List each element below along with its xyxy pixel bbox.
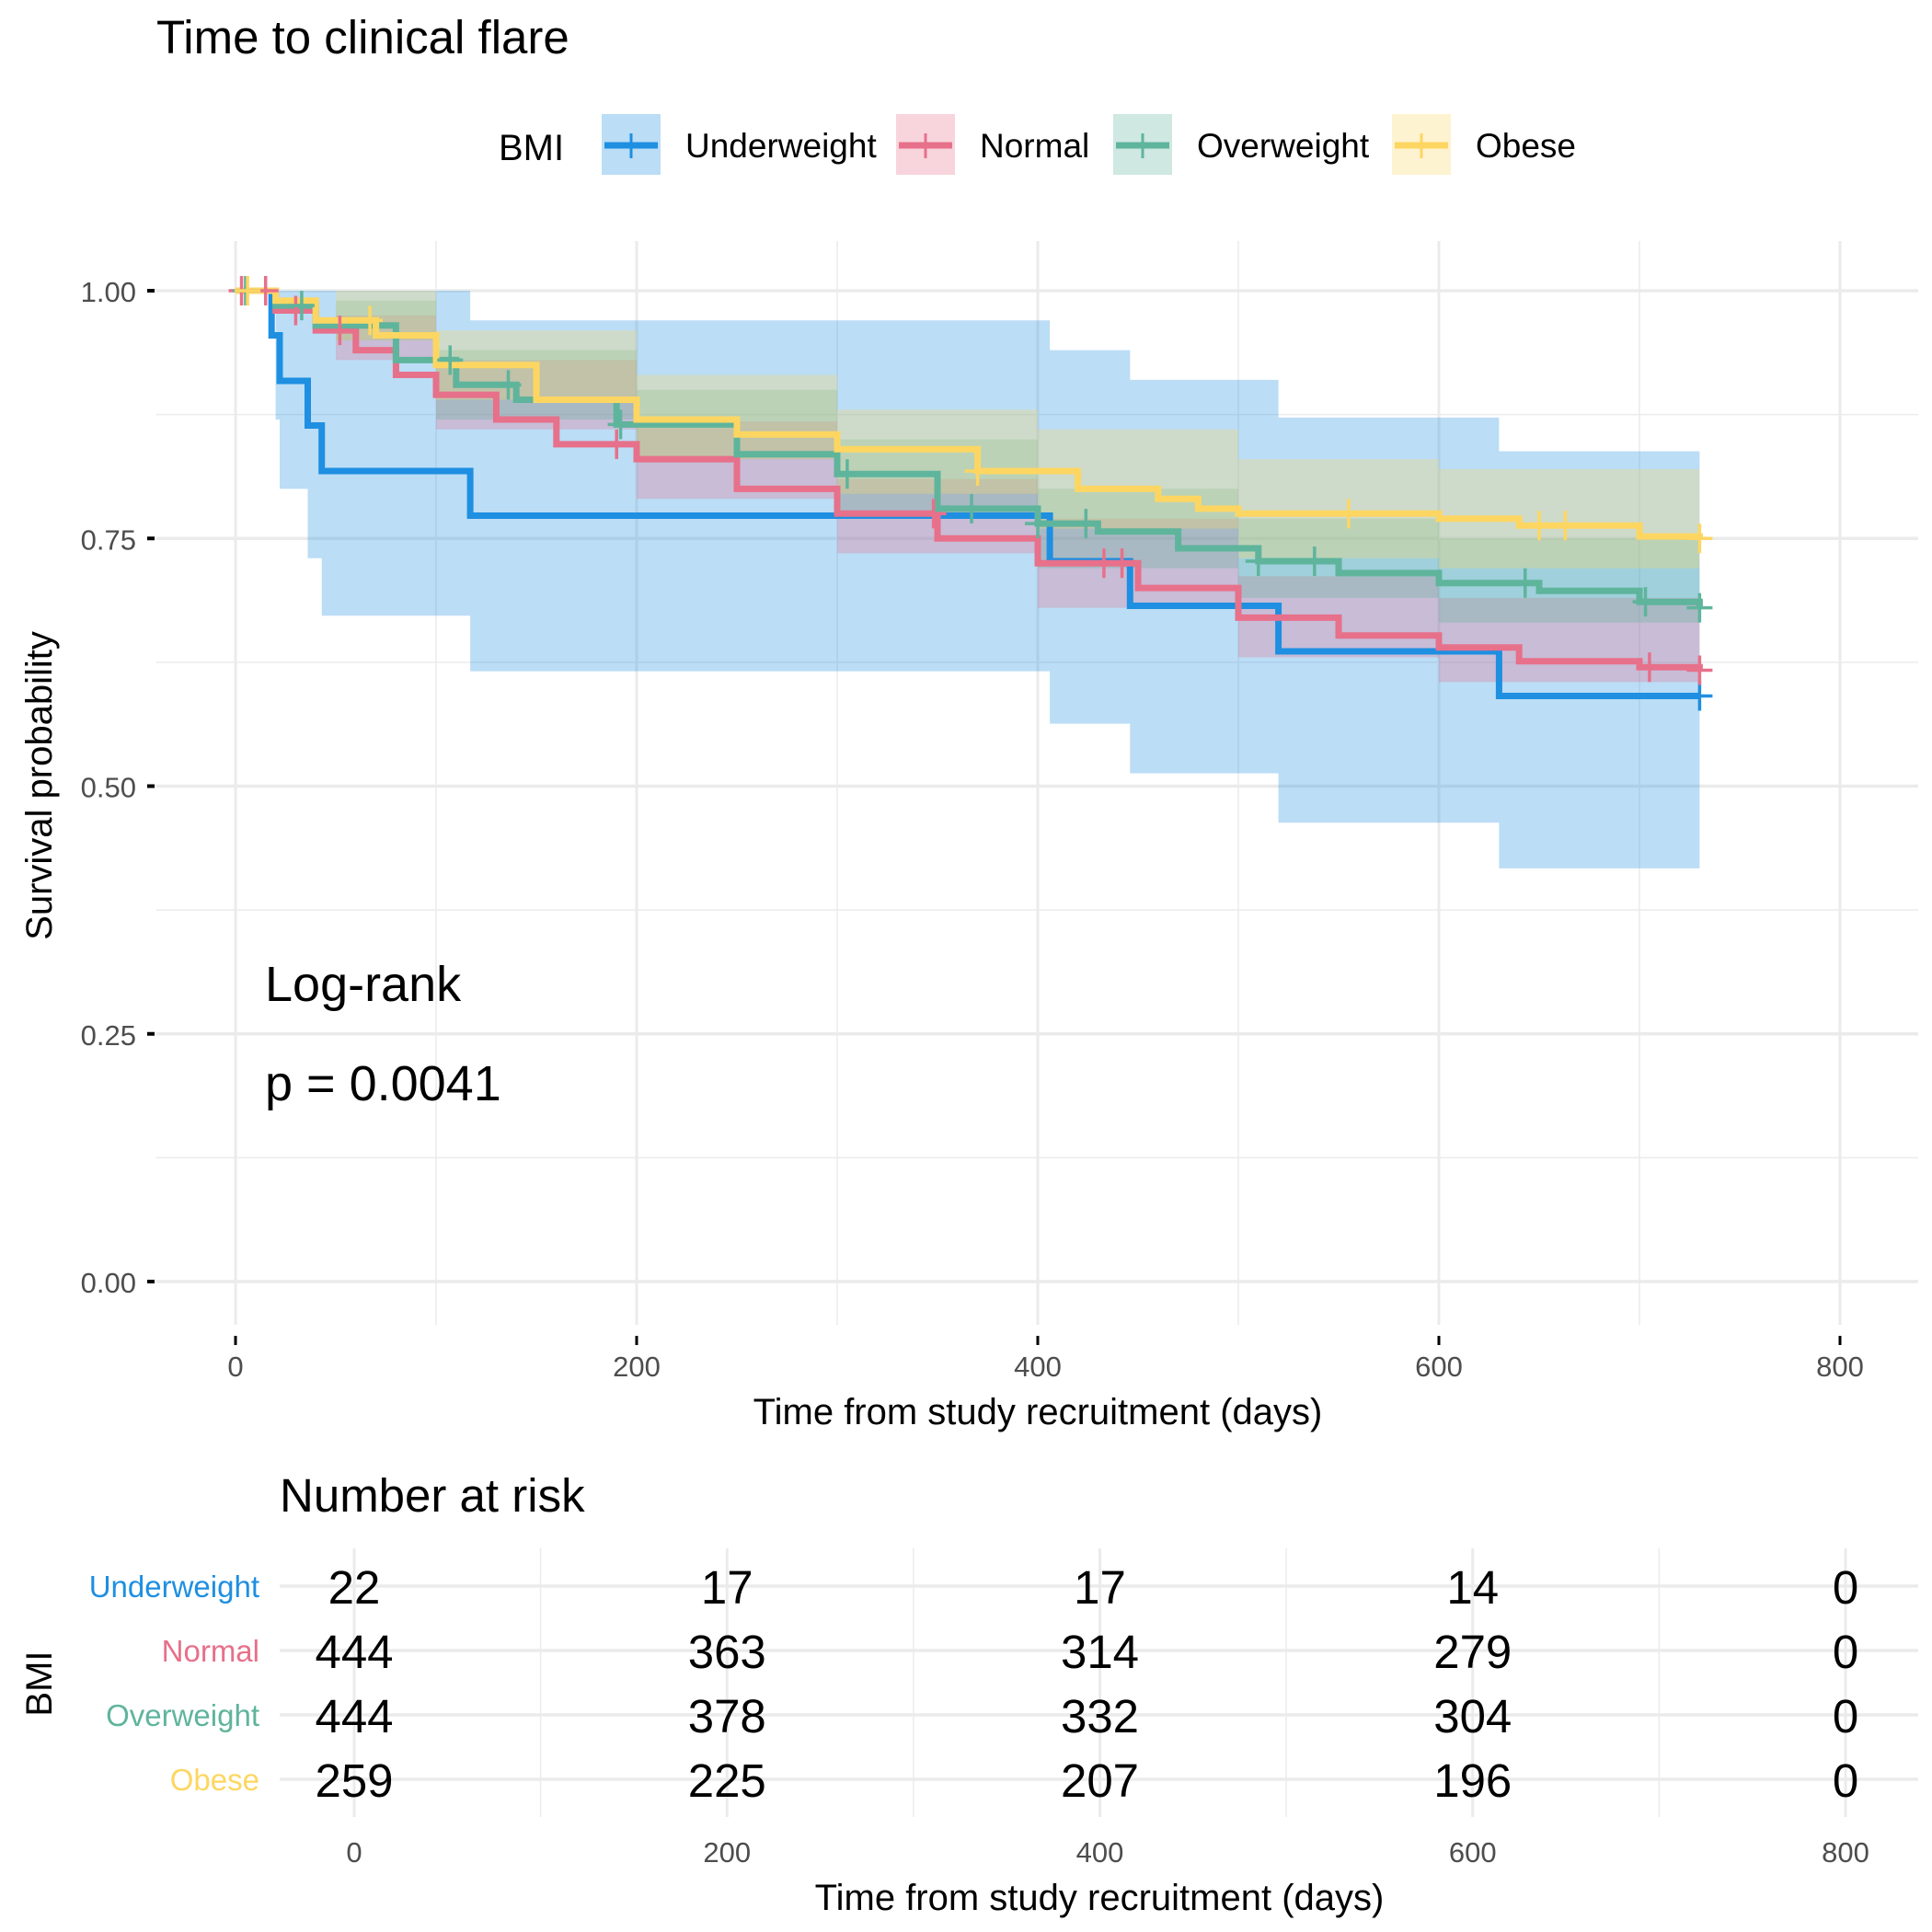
- axes: 0.00 0.25 0.50 0.75 1.00 0 200 400 600 800: [81, 276, 1864, 1383]
- y-tick-label: 0.00: [81, 1267, 136, 1299]
- censor-mark-obese: [357, 305, 384, 336]
- x-tick-label: 0: [227, 1351, 243, 1383]
- risk-value: 0: [1833, 1626, 1858, 1678]
- y-axis-label: Survival probability: [19, 631, 60, 940]
- censor-mark-overweight: [288, 291, 315, 321]
- survival-curve-normal: [236, 287, 1703, 671]
- censor-mark-normal: [920, 499, 947, 529]
- risk-x-tick-label: 0: [346, 1836, 362, 1869]
- risk-table-ylabel: BMI: [19, 1650, 60, 1716]
- risk-x-tick-label: 600: [1449, 1836, 1497, 1869]
- risk-row-label: Overweight: [106, 1698, 259, 1732]
- risk-value: 14: [1446, 1561, 1499, 1614]
- y-tick-label: 0.25: [81, 1019, 136, 1052]
- x-axis-label: Time from study recruitment (days): [753, 1392, 1323, 1432]
- risk-value: 444: [315, 1690, 393, 1742]
- risk-value: 17: [1074, 1561, 1126, 1614]
- censor-mark-overweight: [437, 345, 464, 375]
- risk-value: 314: [1061, 1626, 1139, 1678]
- risk-table-title: Number at risk: [280, 1469, 585, 1522]
- legend-label: Overweight: [1197, 127, 1370, 165]
- risk-value: 22: [328, 1561, 381, 1614]
- risk-value: 0: [1833, 1754, 1858, 1807]
- censor-mark-obese: [1526, 511, 1552, 541]
- risk-value: 0: [1833, 1561, 1858, 1614]
- risk-table-xlabel: Time from study recruitment (days): [815, 1878, 1385, 1918]
- censor-mark-overweight: [834, 459, 860, 489]
- risk-value: 378: [688, 1690, 766, 1742]
- risk-value: 304: [1433, 1690, 1512, 1742]
- risk-value: 259: [315, 1754, 393, 1807]
- legend-item-normal: Normal: [896, 114, 1089, 175]
- survival-curve-underweight: [236, 287, 1700, 699]
- censor-mark-underweight: [1686, 681, 1713, 711]
- risk-table: Number at risk BMI Time from study recru…: [19, 1469, 1918, 1918]
- risk-value: 363: [688, 1626, 766, 1678]
- censor-mark-overweight: [1025, 509, 1051, 539]
- censor-mark-overweight: [1301, 546, 1328, 577]
- y-tick-label: 1.00: [81, 276, 136, 308]
- survival-curve-overweight: [236, 287, 1703, 608]
- logrank-label: Log-rank: [265, 957, 462, 1012]
- legend-item-underweight: Underweight: [602, 114, 877, 175]
- censor-mark-normal: [1686, 655, 1713, 685]
- censor-mark-obese: [1686, 523, 1713, 554]
- censor-mark-overweight: [495, 370, 522, 400]
- censor-mark-obese: [964, 456, 991, 487]
- legend: BMI Underweight Normal Overweight Obese: [499, 114, 1576, 175]
- risk-x-tick-label: 400: [1076, 1836, 1124, 1869]
- censor-mark-overweight: [1686, 592, 1713, 623]
- risk-x-tick-label: 800: [1822, 1836, 1869, 1869]
- censor-mark-obese: [1335, 499, 1362, 529]
- censor-mark-overweight: [1073, 509, 1099, 539]
- risk-value: 225: [688, 1754, 766, 1807]
- risk-row-label: Obese: [170, 1763, 259, 1797]
- censor-mark-normal: [327, 316, 353, 346]
- censor-mark-normal: [282, 295, 309, 326]
- risk-value: 332: [1061, 1690, 1139, 1742]
- risk-row-label: Normal: [162, 1634, 259, 1668]
- risk-value: 207: [1061, 1754, 1139, 1807]
- censor-mark-normal: [1109, 548, 1135, 579]
- censor-mark-obese: [235, 276, 261, 305]
- censor-mark-normal: [604, 429, 630, 459]
- x-tick-label: 800: [1816, 1351, 1864, 1383]
- x-tick-label: 400: [1014, 1351, 1062, 1383]
- risk-row-label: Underweight: [89, 1570, 259, 1604]
- y-tick-label: 0.50: [81, 772, 136, 804]
- legend-item-obese: Obese: [1392, 114, 1576, 175]
- legend-label: Underweight: [685, 127, 877, 165]
- ci-band-underweight: [236, 291, 1700, 868]
- censor-mark-overweight: [959, 493, 985, 523]
- censor-mark-overweight: [1512, 568, 1538, 598]
- ci-band-normal: [236, 291, 1700, 712]
- censor-marks: [228, 276, 1713, 711]
- y-tick-label: 0.75: [81, 523, 136, 556]
- chart-title: Time to clinical flare: [156, 11, 569, 63]
- risk-value: 444: [315, 1626, 393, 1678]
- legend-label: Normal: [980, 127, 1089, 165]
- censor-mark-obese: [1552, 511, 1579, 541]
- risk-value: 279: [1433, 1626, 1512, 1678]
- legend-item-overweight: Overweight: [1113, 114, 1370, 175]
- risk-value: 0: [1833, 1690, 1858, 1742]
- p-value: p = 0.0041: [265, 1056, 501, 1111]
- legend-title: BMI: [499, 128, 564, 168]
- x-tick-label: 600: [1415, 1351, 1463, 1383]
- risk-value: 17: [701, 1561, 753, 1614]
- censor-mark-overweight: [1632, 587, 1659, 617]
- legend-label: Obese: [1476, 127, 1576, 165]
- censor-mark-overweight: [1245, 546, 1271, 577]
- censor-mark-normal: [1636, 652, 1662, 683]
- x-tick-label: 200: [613, 1351, 661, 1383]
- risk-value: 196: [1433, 1754, 1512, 1807]
- risk-x-tick-label: 200: [703, 1836, 751, 1869]
- censor-mark-overweight: [607, 409, 634, 440]
